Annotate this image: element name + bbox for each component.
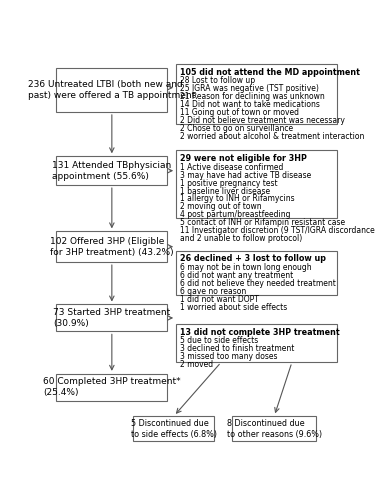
FancyBboxPatch shape — [56, 68, 167, 112]
Text: 11 Going out of town or moved: 11 Going out of town or moved — [179, 108, 299, 117]
FancyBboxPatch shape — [232, 416, 316, 441]
Text: 11 Investigator discretion (9 TST/IGRA discordance: 11 Investigator discretion (9 TST/IGRA d… — [179, 226, 375, 235]
FancyBboxPatch shape — [176, 150, 337, 218]
Text: 6 did not want any treatment: 6 did not want any treatment — [179, 270, 293, 280]
Text: 28 Lost to follow up: 28 Lost to follow up — [179, 76, 255, 85]
Text: 2 worried about alcohol & treatment interaction: 2 worried about alcohol & treatment inte… — [179, 132, 364, 140]
Text: 1 worried about side effects: 1 worried about side effects — [179, 302, 287, 312]
Text: 2 moving out of town: 2 moving out of town — [179, 202, 261, 211]
Text: 26 declined + 3 lost to follow up: 26 declined + 3 lost to follow up — [179, 254, 326, 264]
Text: 1 allergy to INH or Rifamycins: 1 allergy to INH or Rifamycins — [179, 194, 294, 203]
Text: 14 Did not want to take medications: 14 Did not want to take medications — [179, 100, 320, 109]
Text: 1 positive pregnancy test: 1 positive pregnancy test — [179, 178, 277, 188]
FancyBboxPatch shape — [176, 250, 337, 295]
FancyBboxPatch shape — [133, 416, 215, 441]
FancyBboxPatch shape — [176, 324, 337, 362]
Text: 21 Reason for declining was unknown: 21 Reason for declining was unknown — [179, 92, 324, 101]
FancyBboxPatch shape — [56, 374, 167, 400]
Text: and 2 unable to follow protocol): and 2 unable to follow protocol) — [179, 234, 302, 243]
Text: 73 Started 3HP treatment
(30.9%): 73 Started 3HP treatment (30.9%) — [53, 308, 170, 328]
Text: 2 Chose to go on surveillance: 2 Chose to go on surveillance — [179, 124, 293, 132]
Text: 3 declined to finish treatment: 3 declined to finish treatment — [179, 344, 294, 353]
Text: 5 Discontinued due
to side effects (6.8%): 5 Discontinued due to side effects (6.8%… — [131, 418, 217, 438]
Text: 60 Completed 3HP treatment*
(25.4%): 60 Completed 3HP treatment* (25.4%) — [43, 377, 181, 398]
Text: 131 Attended TBphysician
appointment (55.6%): 131 Attended TBphysician appointment (55… — [52, 160, 171, 180]
FancyBboxPatch shape — [56, 304, 167, 332]
Text: 3 missed too many doses: 3 missed too many doses — [179, 352, 277, 361]
Text: 236 Untreated LTBI (both new and
past) were offered a TB appointment: 236 Untreated LTBI (both new and past) w… — [28, 80, 195, 100]
Text: 8 Discontinued due
to other reasons (9.6%): 8 Discontinued due to other reasons (9.6… — [227, 418, 322, 438]
Text: 1 Active disease confirmed: 1 Active disease confirmed — [179, 162, 283, 172]
FancyBboxPatch shape — [56, 156, 167, 185]
Text: 6 did not believe they needed treatment: 6 did not believe they needed treatment — [179, 278, 336, 287]
Text: 5 due to side effects: 5 due to side effects — [179, 336, 258, 345]
Text: 3 may have had active TB disease: 3 may have had active TB disease — [179, 170, 311, 179]
Text: 2 moved: 2 moved — [179, 360, 213, 369]
Text: 25 IGRA was negative (TST positive): 25 IGRA was negative (TST positive) — [179, 84, 319, 93]
Text: 1 baseline liver disease: 1 baseline liver disease — [179, 186, 270, 196]
Text: 105 did not attend the MD appointment: 105 did not attend the MD appointment — [179, 68, 360, 76]
Text: 29 were not eligible for 3HP: 29 were not eligible for 3HP — [179, 154, 306, 164]
Text: 6 may not be in town long enough: 6 may not be in town long enough — [179, 263, 311, 272]
Text: 2 Did not believe treatment was necessary: 2 Did not believe treatment was necessar… — [179, 116, 344, 125]
Text: 13 did not complete 3HP treatment: 13 did not complete 3HP treatment — [179, 328, 339, 336]
Text: 4 post partum/breastfeeding: 4 post partum/breastfeeding — [179, 210, 290, 220]
Text: 6 gave no reason: 6 gave no reason — [179, 286, 246, 296]
FancyBboxPatch shape — [176, 64, 337, 124]
Text: 1 did not want DOPT: 1 did not want DOPT — [179, 294, 258, 304]
FancyBboxPatch shape — [56, 232, 167, 262]
Text: 5 contact of INH or Rifampin resistant case: 5 contact of INH or Rifampin resistant c… — [179, 218, 345, 228]
Text: 102 Offered 3HP (Eligible
for 3HP treatment) (43.2%): 102 Offered 3HP (Eligible for 3HP treatm… — [50, 236, 174, 257]
